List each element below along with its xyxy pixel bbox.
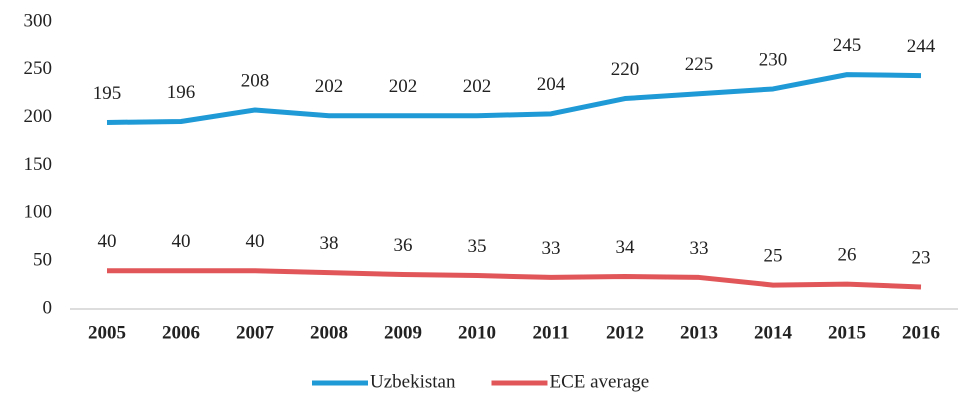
y-tick-label: 250 bbox=[24, 58, 53, 79]
data-label: 202 bbox=[389, 76, 418, 97]
y-tick-label: 100 bbox=[24, 202, 53, 223]
data-label: 230 bbox=[759, 49, 788, 70]
data-label: 34 bbox=[616, 237, 636, 258]
x-tick-label: 2007 bbox=[236, 322, 275, 343]
data-label: 33 bbox=[690, 238, 709, 259]
data-label: 33 bbox=[542, 238, 561, 259]
legend-label: ECE average bbox=[549, 371, 649, 392]
data-label: 40 bbox=[98, 231, 117, 252]
data-label: 23 bbox=[912, 247, 931, 268]
data-label: 244 bbox=[907, 36, 936, 57]
series-line bbox=[107, 268, 922, 290]
x-tick-label: 2010 bbox=[458, 322, 496, 343]
x-tick-label: 2013 bbox=[680, 322, 718, 343]
y-tick-label: 50 bbox=[33, 250, 52, 271]
x-tick-label: 2005 bbox=[88, 322, 126, 343]
data-label: 208 bbox=[241, 70, 270, 91]
data-label: 195 bbox=[93, 83, 122, 104]
y-tick-label: 0 bbox=[43, 297, 53, 318]
x-tick-label: 2012 bbox=[606, 322, 644, 343]
y-tick-label: 200 bbox=[24, 106, 53, 127]
data-label: 245 bbox=[833, 35, 862, 56]
x-tick-label: 2015 bbox=[828, 322, 866, 343]
data-label: 36 bbox=[394, 235, 413, 256]
data-label: 204 bbox=[537, 74, 566, 95]
x-tick-label: 2008 bbox=[310, 322, 348, 343]
x-tick-label: 2006 bbox=[162, 322, 200, 343]
data-label: 202 bbox=[463, 76, 492, 97]
data-label: 40 bbox=[172, 231, 191, 252]
data-label: 196 bbox=[167, 82, 196, 103]
data-label: 220 bbox=[611, 59, 640, 80]
legend-label: Uzbekistan bbox=[370, 371, 456, 392]
y-tick-label: 300 bbox=[24, 10, 53, 31]
y-tick-label: 150 bbox=[24, 154, 53, 175]
data-label: 40 bbox=[246, 231, 265, 252]
x-tick-label: 2014 bbox=[754, 322, 793, 343]
series-line bbox=[106, 72, 922, 125]
data-label: 26 bbox=[838, 244, 857, 265]
data-label: 225 bbox=[685, 54, 714, 75]
x-tick-label: 2016 bbox=[902, 322, 940, 343]
data-label: 38 bbox=[320, 233, 339, 254]
x-tick-label: 2009 bbox=[384, 322, 422, 343]
data-label: 202 bbox=[315, 76, 344, 97]
data-label: 35 bbox=[468, 236, 487, 257]
data-label: 25 bbox=[764, 245, 783, 266]
x-tick-label: 2011 bbox=[533, 322, 570, 343]
